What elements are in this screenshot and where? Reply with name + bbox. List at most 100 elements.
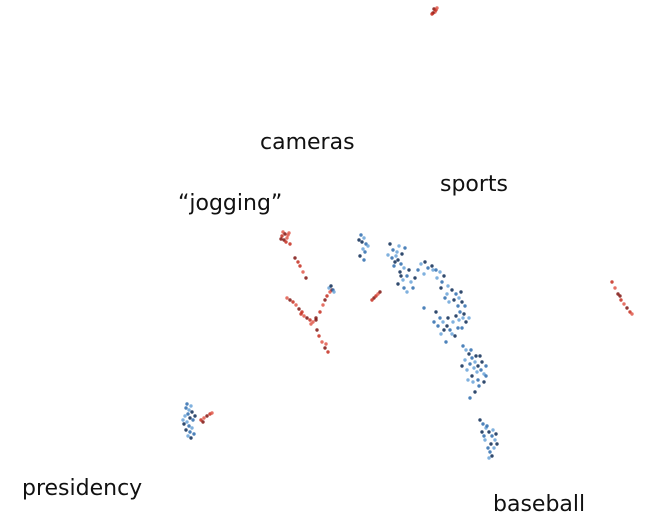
blue-point <box>386 253 390 257</box>
blue-point <box>458 310 462 314</box>
blue-point <box>360 240 364 244</box>
blue-point <box>191 418 195 422</box>
red-point <box>304 276 308 280</box>
blue-point <box>405 274 409 278</box>
red-point <box>314 318 318 322</box>
blue-point <box>463 358 467 362</box>
blue-point <box>436 324 440 328</box>
blue-point <box>402 286 406 290</box>
blue-point <box>443 296 447 300</box>
blue-point <box>461 344 465 348</box>
blue-point <box>454 292 458 296</box>
blue-point <box>473 390 477 394</box>
blue-point <box>464 348 468 352</box>
blue-point <box>486 446 490 450</box>
blue-point <box>390 256 394 260</box>
blue-point <box>361 247 365 251</box>
blue-point <box>457 318 461 322</box>
red-point <box>625 306 629 310</box>
blue-point <box>434 268 438 272</box>
blue-point <box>359 233 363 237</box>
blue-point <box>490 454 494 458</box>
blue-point <box>438 270 442 274</box>
blue-point <box>396 258 400 262</box>
annotation-jogging: “jogging” <box>178 191 282 216</box>
blue-point <box>459 290 463 294</box>
red-point <box>284 240 288 244</box>
blue-point <box>363 250 367 254</box>
blue-point <box>190 410 194 414</box>
red-point <box>285 236 289 240</box>
blue-point <box>358 254 362 258</box>
blue-point <box>438 316 442 320</box>
red-point <box>308 318 312 322</box>
blue-point <box>460 326 464 330</box>
blue-point <box>446 284 450 288</box>
red-point <box>283 232 287 236</box>
blue-point <box>411 286 415 290</box>
blue-point <box>468 362 472 366</box>
blue-point <box>489 442 493 446</box>
blue-point <box>366 244 370 248</box>
blue-point <box>441 320 445 324</box>
blue-point <box>460 364 464 368</box>
blue-point <box>477 384 481 388</box>
red-point <box>287 231 291 235</box>
red-point <box>320 340 324 344</box>
blue-point <box>484 364 488 368</box>
red-point <box>291 300 295 304</box>
blue-point <box>435 276 439 280</box>
blue-point <box>419 262 423 266</box>
blue-point <box>400 252 404 256</box>
scatter-points <box>181 6 634 460</box>
blue-point <box>463 304 467 308</box>
blue-point <box>488 450 492 454</box>
blue-point <box>357 238 361 242</box>
blue-point <box>403 246 407 250</box>
blue-point <box>479 368 483 372</box>
red-point <box>326 350 330 354</box>
blue-point <box>362 258 366 262</box>
red-point <box>288 298 292 302</box>
blue-point <box>332 290 336 294</box>
blue-point <box>466 378 470 382</box>
blue-point <box>442 328 446 332</box>
red-point <box>280 234 284 238</box>
blue-point <box>393 260 397 264</box>
blue-point <box>189 436 193 440</box>
blue-point <box>423 260 427 264</box>
blue-point <box>430 264 434 268</box>
blue-point <box>398 270 402 274</box>
red-point <box>279 237 283 241</box>
blue-point <box>487 430 491 434</box>
blue-point <box>485 424 489 428</box>
blue-point <box>476 364 480 368</box>
blue-point <box>399 274 403 278</box>
blue-point <box>454 314 458 318</box>
red-point <box>622 302 626 306</box>
blue-point <box>426 266 430 270</box>
blue-point <box>461 316 465 320</box>
blue-point <box>182 422 186 426</box>
red-point <box>301 270 305 274</box>
blue-point <box>187 424 191 428</box>
blue-point <box>184 428 188 432</box>
red-point <box>323 346 327 350</box>
annotation-presidency: presidency <box>22 476 142 501</box>
red-point <box>613 286 617 290</box>
blue-point <box>442 274 446 278</box>
blue-point <box>188 430 192 434</box>
blue-point <box>181 418 185 422</box>
blue-point <box>189 404 193 408</box>
blue-point <box>482 434 486 438</box>
blue-point <box>440 280 444 284</box>
red-point <box>299 312 303 316</box>
red-point <box>305 316 309 320</box>
blue-point <box>472 366 476 370</box>
blue-point <box>413 276 417 280</box>
blue-point <box>402 266 406 270</box>
blue-point <box>487 456 491 460</box>
red-point <box>325 294 329 298</box>
red-point <box>296 260 300 264</box>
blue-point <box>460 300 464 304</box>
